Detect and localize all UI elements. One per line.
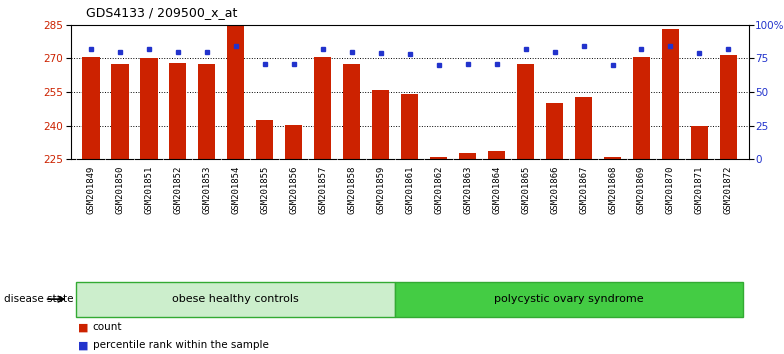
Text: GSM201858: GSM201858 [347, 165, 356, 214]
Text: GSM201850: GSM201850 [115, 165, 125, 214]
Bar [459, 153, 477, 159]
Bar [285, 125, 303, 159]
Text: polycystic ovary syndrome: polycystic ovary syndrome [494, 294, 644, 304]
Text: GSM201852: GSM201852 [173, 165, 183, 214]
Bar [633, 57, 650, 159]
Bar [314, 57, 332, 159]
Bar [430, 157, 448, 159]
Bar [720, 55, 737, 159]
Text: GSM201851: GSM201851 [144, 165, 154, 214]
Bar [82, 57, 100, 159]
Bar [169, 63, 187, 159]
Text: GSM201853: GSM201853 [202, 165, 211, 214]
Text: GSM201868: GSM201868 [608, 165, 617, 214]
Bar [111, 64, 129, 159]
Bar [517, 64, 534, 159]
Bar [256, 120, 274, 159]
FancyBboxPatch shape [395, 282, 743, 316]
Text: GDS4133 / 209500_x_at: GDS4133 / 209500_x_at [86, 6, 238, 19]
Text: GSM201865: GSM201865 [521, 165, 530, 214]
Text: ■: ■ [78, 340, 89, 350]
Bar [546, 103, 563, 159]
Text: disease state: disease state [4, 294, 74, 304]
Text: GSM201862: GSM201862 [434, 165, 443, 214]
Bar [401, 94, 419, 159]
FancyBboxPatch shape [76, 282, 395, 316]
Bar [691, 126, 708, 159]
Text: GSM201861: GSM201861 [405, 165, 414, 214]
Text: GSM201869: GSM201869 [637, 165, 646, 214]
Text: GSM201866: GSM201866 [550, 165, 559, 214]
Text: GSM201854: GSM201854 [231, 165, 240, 214]
Bar [662, 29, 679, 159]
Text: percentile rank within the sample: percentile rank within the sample [93, 340, 268, 350]
Bar [488, 152, 505, 159]
Bar [198, 64, 216, 159]
Bar [575, 97, 592, 159]
Text: GSM201856: GSM201856 [289, 165, 298, 214]
Text: GSM201867: GSM201867 [579, 165, 588, 214]
Text: GSM201857: GSM201857 [318, 165, 327, 214]
Bar [372, 90, 390, 159]
Text: count: count [93, 322, 122, 332]
Text: GSM201870: GSM201870 [666, 165, 675, 214]
Text: obese healthy controls: obese healthy controls [172, 294, 299, 304]
Text: GSM201859: GSM201859 [376, 165, 385, 214]
Text: ■: ■ [78, 322, 89, 332]
Text: GSM201871: GSM201871 [695, 165, 704, 214]
Text: GSM201864: GSM201864 [492, 165, 501, 214]
Bar [343, 64, 361, 159]
Text: GSM201855: GSM201855 [260, 165, 269, 214]
Text: GSM201863: GSM201863 [463, 165, 472, 214]
Bar [140, 58, 158, 159]
Bar [604, 157, 621, 159]
Text: GSM201872: GSM201872 [724, 165, 733, 214]
Bar [227, 25, 245, 159]
Text: GSM201849: GSM201849 [86, 165, 96, 214]
